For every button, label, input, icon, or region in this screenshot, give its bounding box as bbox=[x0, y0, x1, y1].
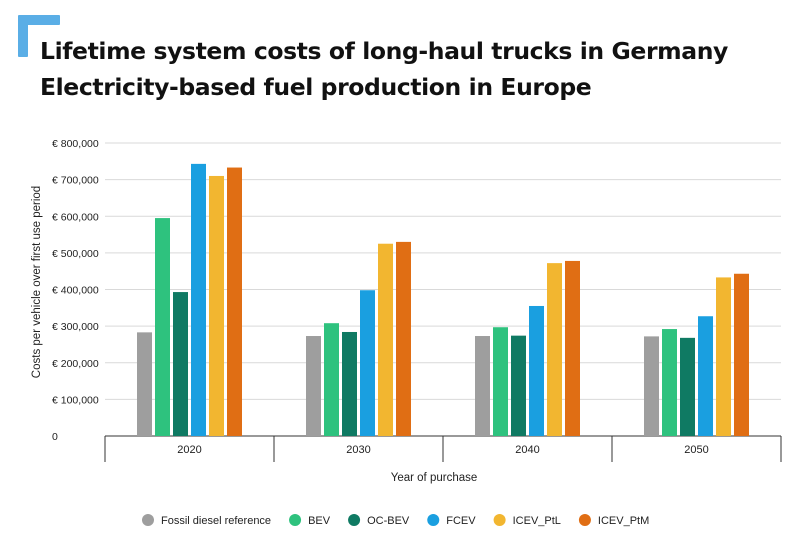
legend-label: OC-BEV bbox=[367, 515, 410, 527]
bar bbox=[662, 329, 677, 436]
y-tick-label: € 400,000 bbox=[52, 285, 99, 297]
bar bbox=[137, 332, 152, 436]
legend-label: ICEV_PtM bbox=[598, 515, 649, 527]
y-axis-title: Costs per vehicle over first use period bbox=[31, 186, 43, 378]
legend-swatch bbox=[348, 514, 361, 526]
legend-swatch bbox=[427, 514, 440, 526]
legend-swatch bbox=[578, 514, 591, 526]
y-tick-label: € 300,000 bbox=[52, 321, 99, 333]
y-tick-label: € 700,000 bbox=[52, 175, 99, 187]
chart-title-line-1: Lifetime system costs of long-haul truck… bbox=[40, 37, 728, 65]
x-tick-label: 2050 bbox=[684, 444, 708, 456]
bar bbox=[475, 336, 490, 436]
bar bbox=[698, 316, 713, 436]
bar bbox=[306, 336, 321, 436]
bar bbox=[155, 218, 170, 436]
bar bbox=[324, 323, 339, 436]
bar bbox=[378, 243, 393, 436]
chart-title-line-2: Electricity-based fuel production in Eur… bbox=[40, 73, 592, 101]
legend-swatch bbox=[142, 514, 154, 526]
bar bbox=[529, 305, 544, 436]
bar bbox=[734, 273, 749, 436]
y-tick-label: € 200,000 bbox=[52, 358, 99, 370]
bar bbox=[511, 335, 526, 436]
bar bbox=[360, 290, 375, 436]
y-tick-label: € 800,000 bbox=[52, 138, 99, 150]
y-tick-label: € 100,000 bbox=[52, 394, 99, 406]
bar bbox=[547, 263, 562, 436]
chart-title: Lifetime system costs of long-haul truck… bbox=[40, 33, 728, 105]
bar bbox=[191, 163, 206, 436]
legend-label: FCEV bbox=[446, 515, 476, 527]
legend-swatch bbox=[289, 514, 302, 526]
y-tick-label: € 500,000 bbox=[52, 248, 99, 260]
x-tick-label: 2020 bbox=[177, 444, 201, 456]
bar bbox=[173, 292, 188, 436]
bar bbox=[565, 260, 580, 436]
bar bbox=[227, 167, 242, 436]
x-axis-title: Year of purchase bbox=[391, 472, 478, 484]
y-tick-label: € 600,000 bbox=[52, 211, 99, 223]
legend-swatch bbox=[493, 514, 506, 526]
bar bbox=[209, 175, 224, 436]
bar bbox=[493, 327, 508, 436]
bar bbox=[680, 337, 695, 436]
y-tick-label: 0 bbox=[52, 431, 58, 443]
bar bbox=[644, 336, 659, 436]
legend-label: BEV bbox=[308, 515, 331, 527]
legend-label: Fossil diesel reference bbox=[161, 515, 271, 527]
x-tick-label: 2030 bbox=[346, 444, 370, 456]
bar bbox=[342, 331, 357, 436]
legend-label: ICEV_PtL bbox=[513, 515, 561, 527]
x-tick-label: 2040 bbox=[515, 444, 539, 456]
brand-corner-icon bbox=[18, 15, 60, 57]
bar bbox=[716, 277, 731, 436]
bar bbox=[396, 241, 411, 436]
